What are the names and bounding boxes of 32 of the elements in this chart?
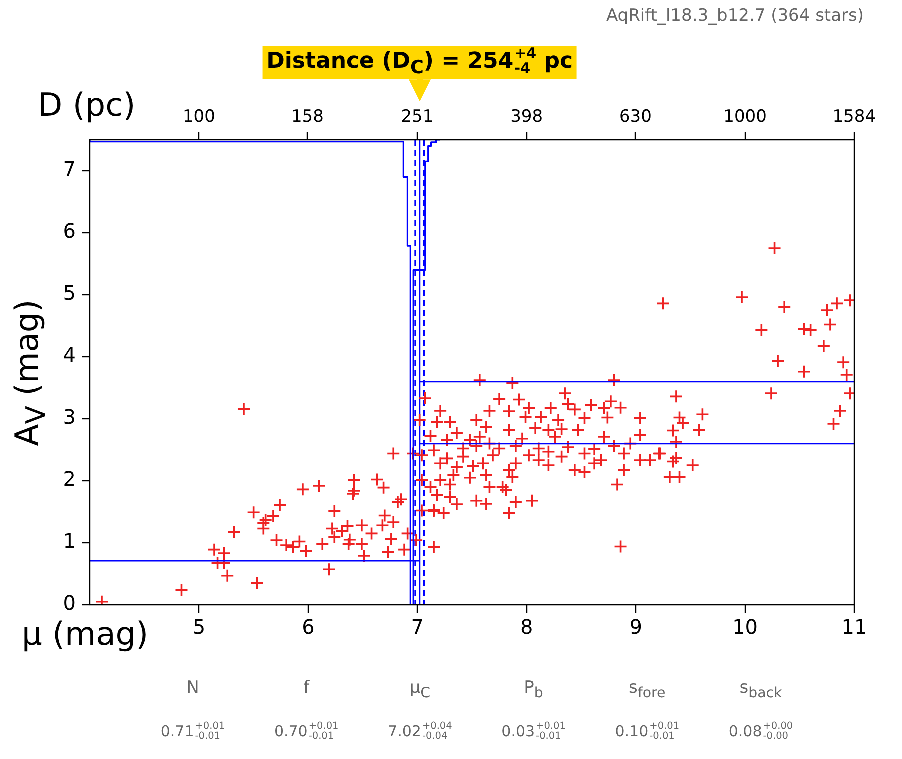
x2-tick-label: 1584	[832, 107, 876, 128]
x-tick-label: 6	[302, 615, 315, 640]
x2-tick-label: 398	[510, 107, 544, 128]
x2-tick-label: 1000	[724, 107, 767, 128]
x-tick-label: 9	[630, 615, 642, 640]
text: N	[186, 678, 200, 698]
x-tick-label: 8	[520, 615, 534, 640]
x2-axis-title: D (pc)	[38, 86, 136, 124]
x-tick-label: 10	[732, 615, 758, 640]
text: P$_{b}$	[524, 678, 544, 702]
y-tick-label: 0	[63, 591, 76, 616]
x2-tick-label: 251	[401, 107, 434, 128]
text: f	[304, 678, 310, 698]
y-tick-label: 4	[63, 343, 76, 368]
text: s$_{fore}$	[629, 678, 666, 702]
y-tick-label: 2	[63, 467, 76, 492]
y-tick-label: 7	[63, 157, 76, 182]
x-tick-label: 7	[411, 615, 424, 640]
y-tick-label: 3	[63, 405, 76, 430]
chart-title: AqRift_l18.3_b12.7 (364 stars)	[606, 6, 864, 26]
text: s$_{back}$	[740, 678, 782, 702]
x2-tick-label: 100	[182, 107, 216, 128]
annotation: Distance (D$_{C}$) = 254$^{+4}$$_{-4}$ pc	[262, 46, 578, 80]
x-tick-label: 11	[842, 615, 868, 640]
y-tick-label: 1	[63, 529, 76, 554]
x2-tick-label: 158	[291, 107, 324, 128]
y-tick-label: 5	[63, 281, 76, 306]
x-axis-title: μ (mag)	[22, 615, 149, 653]
y-tick-label: 6	[63, 219, 76, 244]
text: μ$_{C}$	[410, 678, 431, 702]
x2-tick-label: 630	[619, 107, 652, 128]
x-tick-label: 5	[192, 615, 206, 640]
